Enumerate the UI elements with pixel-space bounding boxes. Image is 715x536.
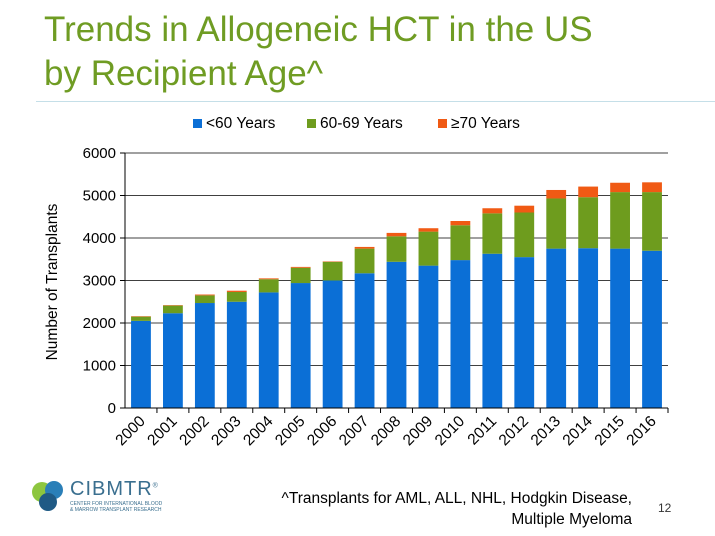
bar-segment	[194, 294, 215, 296]
x-tick-label: 2004	[240, 413, 277, 450]
bar-segment	[322, 261, 343, 281]
chart-bars	[131, 182, 662, 408]
y-axis-label: Number of Transplants	[44, 203, 61, 360]
y-tick-label: 1000	[83, 358, 116, 375]
legend-label: ≥70 Years	[451, 115, 520, 132]
x-tick-label: 2003	[208, 413, 244, 449]
bar-segment	[418, 231, 439, 266]
y-tick-label: 3000	[83, 273, 116, 290]
bar-segment	[514, 205, 535, 213]
bar-segment	[546, 198, 567, 249]
logo-name: CIBMTR®	[70, 478, 159, 500]
bar-segment	[131, 320, 151, 408]
cibmtr-logo-icon	[32, 481, 63, 511]
bar-segment	[354, 248, 375, 274]
x-tick-label: 2000	[112, 413, 149, 450]
legend-swatch	[193, 119, 202, 128]
y-tick-label: 0	[108, 400, 116, 417]
legend-swatch	[438, 119, 447, 128]
chart-legend: <60 Years 60-69 Years ≥70 Years	[193, 115, 520, 132]
x-tick-label: 2013	[528, 413, 564, 449]
bar-segment	[290, 267, 311, 284]
bar-segment	[450, 221, 471, 226]
x-tick-label: 2011	[465, 413, 501, 449]
y-tick-label: 4000	[83, 230, 116, 247]
x-axis-ticks: 2000200120022003200420052006200720082009…	[112, 408, 669, 450]
bar-segment	[610, 192, 630, 249]
bar-segment	[578, 248, 599, 408]
bar-segment	[610, 182, 630, 193]
logo-subtitle: CENTER FOR INTERNATIONAL BLOOD & MARROW T…	[70, 501, 163, 513]
bar-segment	[546, 248, 567, 408]
bar-segment	[418, 228, 439, 232]
x-tick-label: 2002	[176, 413, 212, 449]
legend-label: <60 Years	[206, 115, 276, 132]
bar-segment	[578, 197, 599, 249]
bar-segment	[258, 278, 279, 280]
bar-segment	[354, 273, 375, 408]
slide-title-line1: Trends in Allogeneic HCT in the US	[44, 10, 593, 49]
bar-segment	[450, 225, 471, 261]
x-tick-label: 2005	[272, 413, 308, 449]
bar-segment	[610, 248, 630, 408]
x-tick-label: 2006	[304, 413, 340, 449]
bar-segment	[450, 260, 471, 408]
x-tick-label: 2008	[368, 413, 404, 449]
y-tick-label: 6000	[83, 145, 116, 162]
bar-segment	[386, 232, 407, 237]
stacked-bar-chart: <60 Years 60-69 Years ≥70 Years 0 1000 2000 3…	[44, 115, 669, 450]
bar-segment	[258, 279, 279, 293]
legend-label: 60-69 Years	[320, 115, 403, 132]
bar-segment	[226, 301, 247, 408]
bar-segment	[226, 290, 247, 292]
bar-segment	[514, 212, 535, 258]
footnote: ^Transplants for AML, ALL, NHL, Hodgkin …	[262, 488, 632, 530]
legend-swatch	[307, 119, 316, 128]
bar-segment	[418, 265, 439, 408]
x-tick-label: 2010	[432, 413, 469, 450]
bar-segment	[290, 283, 311, 408]
footnote-line1: ^Transplants for AML, ALL, NHL, Hodgkin …	[281, 490, 632, 507]
y-axis-ticks: 0 1000 2000 3000 4000 5000 6000	[83, 145, 125, 417]
x-tick-label: 2012	[496, 413, 532, 449]
bar-segment	[354, 246, 375, 249]
slide-title-line2: by Recipient Age^	[44, 54, 324, 93]
bar-segment	[131, 316, 151, 321]
bar-segment	[642, 192, 662, 251]
x-tick-label: 2014	[560, 413, 597, 450]
bar-segment	[546, 189, 567, 199]
bar-segment	[482, 253, 503, 408]
page-number: 12	[658, 501, 672, 515]
y-tick-label: 2000	[83, 315, 116, 332]
bar-segment	[163, 305, 183, 314]
y-tick-label: 5000	[83, 188, 116, 205]
bar-segment	[578, 186, 599, 198]
x-tick-label: 2016	[623, 413, 659, 449]
bar-segment	[482, 213, 503, 254]
bar-segment	[226, 291, 247, 302]
bar-segment	[163, 313, 183, 408]
bar-segment	[514, 257, 535, 408]
cibmtr-logo: CIBMTR® CENTER FOR INTERNATIONAL BLOOD & …	[30, 476, 200, 516]
x-tick-label: 2001	[144, 413, 180, 449]
bar-segment	[642, 182, 662, 193]
bar-segment	[258, 292, 279, 408]
x-tick-label: 2007	[336, 413, 372, 449]
title-divider	[36, 101, 715, 102]
bar-segment	[386, 261, 407, 408]
bar-segment	[322, 280, 343, 408]
bar-segment	[194, 295, 215, 304]
bar-segment	[642, 250, 662, 408]
slide-title: Trends in Allogeneic HCT in the US by Re…	[44, 8, 684, 96]
bar-segment	[482, 208, 503, 214]
x-tick-label: 2015	[592, 413, 628, 449]
bar-segment	[386, 236, 407, 262]
bar-segment	[290, 266, 311, 268]
bar-segment	[194, 303, 215, 408]
x-tick-label: 2009	[400, 413, 436, 449]
footnote-line2: Multiple Myeloma	[511, 511, 632, 528]
